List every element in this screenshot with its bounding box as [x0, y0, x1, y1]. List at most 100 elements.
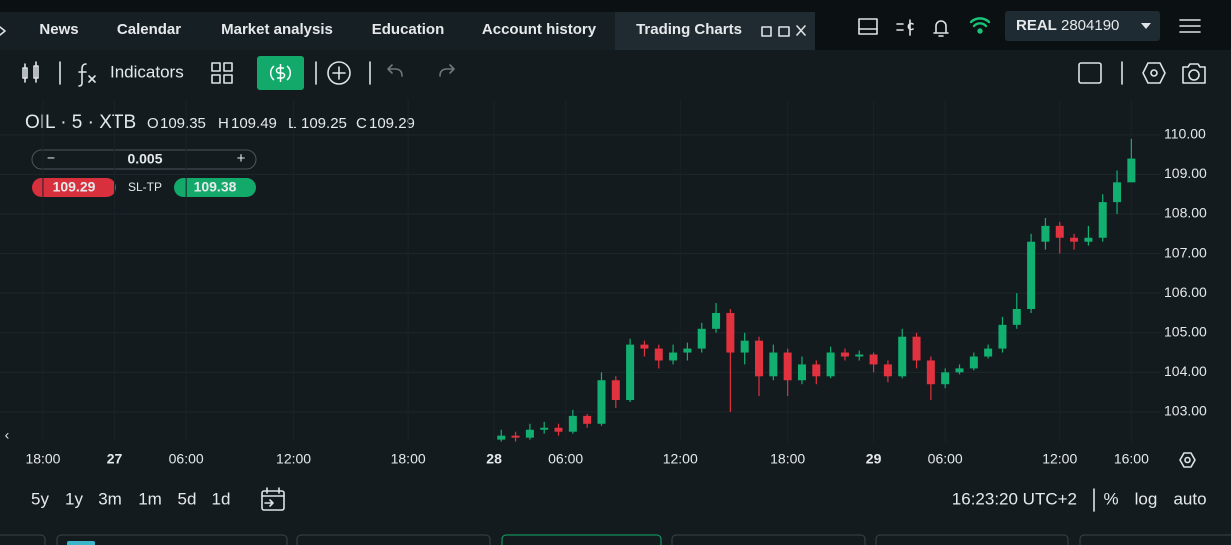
bottom-panels — [0, 534, 1231, 545]
ohlc-key: O — [147, 115, 159, 132]
nav-tab[interactable]: Account history — [482, 21, 597, 38]
y-tick-label: 107.00 — [1164, 244, 1207, 260]
scale-option[interactable]: auto — [1173, 489, 1206, 508]
volume-box[interactable] — [31, 149, 257, 170]
candle-body — [554, 427, 563, 432]
range-button[interactable]: 5y — [31, 489, 49, 508]
candle-body — [1055, 225, 1064, 238]
x-tick-label: 06:00 — [928, 451, 963, 467]
account-box[interactable] — [1005, 11, 1160, 41]
header-icons[interactable] — [858, 18, 949, 37]
candle-body — [926, 360, 935, 385]
date-range-icon[interactable] — [261, 487, 285, 511]
instrument-title: OIL · 5 · XTB — [25, 112, 136, 133]
x-tick-label: 29 — [866, 451, 882, 467]
x-tick-label: 12:00 — [276, 451, 311, 467]
candle-body — [1113, 182, 1122, 203]
volume-minus[interactable]: − — [47, 150, 55, 166]
account-caret — [1141, 23, 1151, 29]
candle-body — [640, 344, 649, 349]
candle-body — [941, 372, 950, 385]
candle-body — [583, 415, 592, 424]
candle-body — [654, 348, 663, 361]
candle-body — [1027, 241, 1036, 309]
candle-body — [984, 348, 993, 357]
nav-arrow[interactable] — [0, 26, 6, 36]
account-number: 2804190 — [1061, 17, 1119, 34]
candle-body — [769, 352, 778, 377]
panel-badge — [67, 541, 95, 545]
candle-body — [1098, 202, 1107, 238]
candle-body — [955, 368, 964, 373]
plot-area — [0, 100, 1160, 442]
candle-body — [797, 364, 806, 381]
candle-body — [1041, 225, 1050, 242]
sell-button[interactable] — [32, 178, 116, 197]
y-tick-label: 106.00 — [1164, 284, 1207, 300]
candle-body — [669, 352, 678, 361]
y-tick-label: 105.00 — [1164, 323, 1207, 339]
active-tab-bg — [615, 12, 815, 50]
x-tick-label: 18:00 — [391, 451, 426, 467]
candle-body — [540, 427, 549, 430]
candle-body — [712, 312, 721, 329]
ohlc-key: L — [288, 115, 296, 132]
scroll-left[interactable]: ‹ — [5, 427, 10, 443]
indicators-button[interactable]: Indicators — [110, 62, 184, 81]
y-tick-label: 110.00 — [1164, 126, 1206, 142]
x-tick-label: 12:00 — [1042, 451, 1077, 467]
y-tick-label: 104.00 — [1164, 363, 1207, 379]
candle-body — [1084, 237, 1093, 242]
sltp-label[interactable]: SL-TP — [128, 180, 162, 194]
account-type: REAL — [1016, 17, 1057, 34]
candle-body — [626, 344, 635, 401]
nav-tab[interactable]: Education — [372, 21, 445, 38]
ohlc-value: 109.25 — [301, 115, 347, 132]
candle-body — [740, 340, 749, 353]
toolbar-icons[interactable] — [22, 61, 1206, 87]
scale-option[interactable]: % — [1103, 489, 1118, 508]
x-tick-label: 18:00 — [770, 451, 805, 467]
nav-tab[interactable]: News — [39, 21, 78, 38]
x-tick-label: 18:00 — [25, 451, 60, 467]
clock: 16:23:20 UTC+2 — [952, 489, 1077, 508]
x-tick-label: 12:00 — [663, 451, 698, 467]
candle-body — [998, 324, 1007, 349]
axis-settings-icon[interactable] — [1179, 452, 1196, 468]
candle-body — [726, 312, 735, 353]
nav-tab[interactable]: Calendar — [117, 21, 181, 38]
candle-body — [826, 352, 835, 377]
ohlc-value: 109.29 — [369, 115, 415, 132]
ohlc-value: 109.49 — [231, 115, 277, 132]
candle-body — [755, 340, 764, 377]
trade-icon — [269, 64, 292, 82]
volume-plus[interactable]: + — [237, 150, 246, 167]
scale-option[interactable]: log — [1135, 489, 1158, 508]
candle-body — [597, 380, 606, 424]
menu-icon[interactable] — [1179, 19, 1201, 33]
y-tick-label: 103.00 — [1164, 403, 1207, 419]
candle-body — [697, 328, 706, 349]
candle-body — [812, 364, 821, 377]
ohlc-value: 109.35 — [160, 115, 206, 132]
range-button[interactable]: 1y — [65, 489, 83, 508]
range-button[interactable]: 1d — [212, 489, 231, 508]
nav-tab[interactable]: Trading Charts — [636, 21, 742, 38]
candle-body — [683, 348, 692, 353]
range-button[interactable]: 1m — [138, 489, 162, 508]
range-button[interactable]: 5d — [178, 489, 197, 508]
candle-body — [855, 354, 864, 357]
nav-tab[interactable]: Market analysis — [221, 21, 333, 38]
x-tick-label: 28 — [486, 451, 502, 467]
candle-body — [611, 380, 620, 401]
candle-body — [1012, 309, 1021, 325]
x-tick-label: 06:00 — [548, 451, 583, 467]
candle-body — [1070, 237, 1079, 242]
range-button[interactable]: 3m — [98, 489, 122, 508]
candle-body — [511, 435, 520, 438]
buy-button[interactable] — [174, 178, 256, 197]
candle-body — [869, 354, 878, 365]
volume-value: 0.005 — [127, 151, 162, 167]
x-tick-label: 27 — [107, 451, 123, 467]
